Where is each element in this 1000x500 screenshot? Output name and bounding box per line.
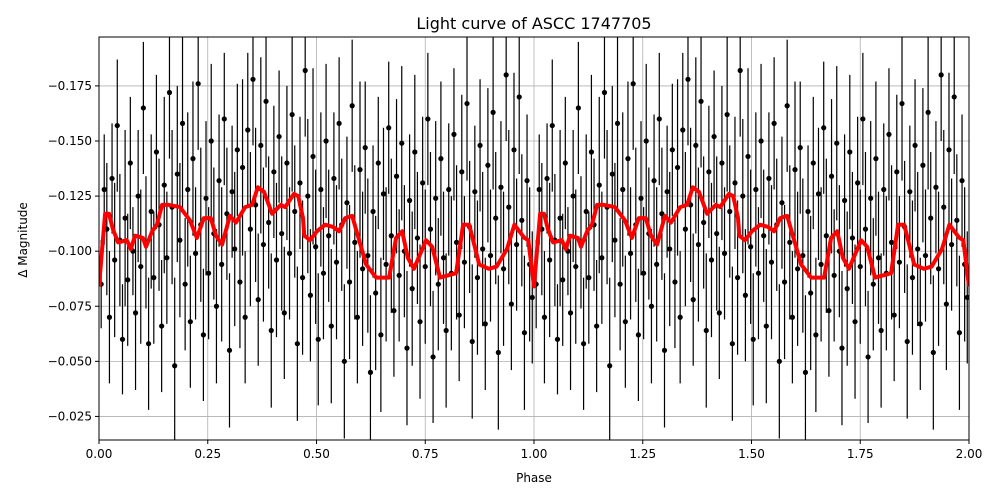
x-tick-label: 1.25	[629, 447, 656, 461]
model-curve	[99, 185, 969, 289]
y-tick-label: −0.100	[48, 244, 92, 258]
observations-errorbars	[99, 37, 969, 440]
y-tick-label: −0.125	[48, 189, 92, 203]
y-tick-label: −0.175	[48, 79, 92, 93]
x-tick-label: 0.25	[194, 447, 221, 461]
y-tick-label: −0.150	[48, 134, 92, 148]
x-axis-label: Phase	[516, 471, 552, 485]
x-tick-label: 2.00	[956, 447, 983, 461]
y-tick-label: −0.025	[48, 409, 92, 423]
x-tick-label: 1.75	[847, 447, 874, 461]
x-tick-label: 1.00	[521, 447, 548, 461]
x-tick-label: 0.75	[412, 447, 439, 461]
y-tick-label: −0.050	[48, 354, 92, 368]
y-axis-ticks: −0.175 −0.150 −0.125 −0.100 −0.075 −0.050 −0.0…	[48, 79, 99, 423]
x-tick-label: 0.50	[303, 447, 330, 461]
x-tick-label: 1.50	[738, 447, 765, 461]
x-tick-label: 0.00	[86, 447, 113, 461]
x-axis-ticks: 0.00 0.25 0.50 0.75 1.00 1.25 1.50 1.75 2.00	[86, 440, 983, 461]
y-axis-label: Δ Magnitude	[16, 202, 30, 278]
chart-title: Light curve of ASCC 1747705	[416, 14, 651, 33]
y-tick-label: −0.075	[48, 299, 92, 313]
